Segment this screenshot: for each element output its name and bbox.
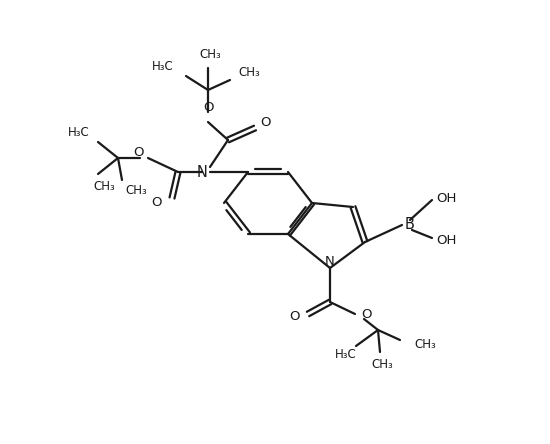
Text: CH₃: CH₃ (371, 357, 393, 370)
Text: O: O (203, 101, 213, 114)
Text: CH₃: CH₃ (238, 66, 260, 79)
Text: CH₃: CH₃ (414, 337, 436, 350)
Text: CH₃: CH₃ (199, 48, 221, 60)
Text: N: N (197, 164, 208, 179)
Text: CH₃: CH₃ (93, 179, 115, 193)
Text: O: O (361, 308, 371, 321)
Text: OH: OH (436, 234, 456, 246)
Text: O: O (260, 115, 271, 128)
Text: H₃C: H₃C (152, 59, 174, 72)
Text: O: O (151, 195, 162, 209)
Text: CH₃: CH₃ (125, 183, 147, 197)
Text: O: O (289, 309, 300, 322)
Text: H₃C: H₃C (335, 348, 357, 361)
Text: H₃C: H₃C (68, 126, 90, 139)
Text: OH: OH (436, 191, 456, 205)
Text: N: N (325, 255, 335, 268)
Text: B: B (405, 217, 415, 231)
Text: O: O (134, 146, 144, 159)
